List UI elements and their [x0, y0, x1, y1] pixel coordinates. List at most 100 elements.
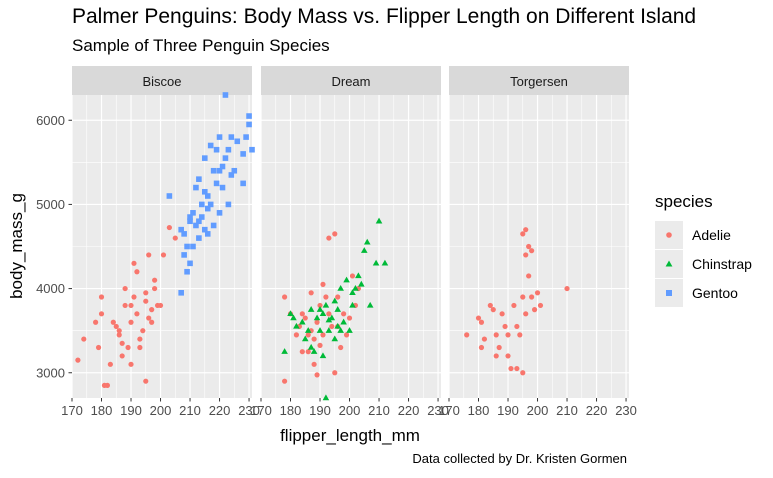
y-tick-label: 4000 — [36, 281, 65, 296]
data-point-gentoo — [219, 163, 226, 170]
data-point-adelie — [93, 319, 99, 325]
data-point-adelie — [487, 302, 493, 309]
data-point-adelie — [116, 328, 122, 334]
data-point-adelie — [508, 365, 514, 372]
data-point-gentoo — [166, 193, 173, 199]
legend-item-gentoo: Gentoo — [655, 278, 752, 307]
data-point-chinstrap — [307, 306, 315, 312]
data-point-gentoo — [216, 210, 223, 216]
circle-marker-icon — [655, 220, 683, 249]
data-point-chinstrap — [349, 301, 356, 308]
legend-item-chinstrap: Chinstrap — [655, 249, 752, 278]
data-point-gentoo — [225, 201, 232, 208]
data-point-adelie — [349, 273, 356, 279]
data-point-gentoo — [181, 252, 187, 258]
data-point-gentoo — [190, 243, 196, 250]
chart-subtitle: Sample of Three Penguin Species — [72, 36, 330, 55]
data-point-adelie — [326, 235, 332, 241]
data-point-adelie — [305, 349, 311, 355]
data-point-adelie — [110, 319, 116, 325]
data-point-adelie — [481, 336, 488, 342]
data-point-adelie — [529, 294, 535, 300]
data-point-gentoo — [222, 155, 229, 161]
data-point-chinstrap — [343, 276, 350, 283]
data-point-adelie — [329, 323, 335, 330]
data-point-chinstrap — [334, 322, 342, 329]
data-point-adelie — [116, 332, 122, 338]
data-point-chinstrap — [381, 259, 389, 266]
data-point-adelie — [529, 248, 535, 254]
data-point-adelie — [478, 344, 485, 351]
x-axis-title: flipper_length_mm — [280, 426, 420, 445]
data-point-gentoo — [231, 167, 238, 174]
data-point-adelie — [172, 235, 178, 241]
x-tick-label: 230 — [615, 403, 637, 418]
data-point-adelie — [311, 336, 317, 342]
data-point-gentoo — [213, 146, 220, 153]
data-point-chinstrap — [293, 322, 300, 329]
data-point-adelie — [314, 372, 320, 378]
data-point-gentoo — [240, 151, 246, 157]
x-tick-label: 190 — [309, 403, 331, 418]
data-point-chinstrap — [316, 327, 324, 333]
data-point-gentoo — [201, 155, 208, 161]
data-point-adelie — [343, 332, 350, 338]
data-point-adelie — [107, 361, 113, 367]
data-point-adelie — [338, 344, 344, 351]
facet-label-biscoe: Biscoe — [142, 74, 181, 89]
x-tick-label: 170 — [438, 403, 460, 418]
data-point-chinstrap — [313, 314, 321, 321]
data-point-adelie — [75, 357, 81, 363]
facet-strip-dream — [261, 66, 441, 95]
data-point-adelie — [299, 349, 305, 355]
data-point-gentoo — [201, 226, 208, 233]
y-tick-label: 5000 — [36, 197, 65, 212]
x-tick-label: 230 — [427, 403, 449, 418]
x-tick-label: 180 — [468, 403, 490, 418]
data-point-chinstrap — [325, 316, 333, 323]
data-point-adelie — [523, 252, 529, 258]
x-tick-label: 170 — [61, 403, 83, 418]
data-point-chinstrap — [281, 348, 288, 354]
square-marker-icon — [655, 278, 683, 307]
data-point-adelie — [317, 302, 323, 309]
x-tick-label: 200 — [150, 403, 172, 418]
data-point-adelie — [493, 332, 499, 338]
data-point-chinstrap — [372, 259, 380, 266]
data-point-adelie — [346, 315, 353, 321]
data-point-gentoo — [204, 231, 211, 237]
data-point-gentoo — [243, 134, 249, 140]
data-point-gentoo — [210, 222, 217, 229]
data-point-adelie — [511, 302, 517, 309]
data-point-adelie — [531, 307, 538, 313]
data-point-adelie — [140, 328, 146, 334]
data-point-adelie — [520, 231, 526, 237]
data-point-gentoo — [199, 214, 205, 220]
x-tick-label: 170 — [250, 403, 272, 418]
data-point-gentoo — [178, 226, 184, 233]
data-point-gentoo — [216, 167, 223, 174]
data-point-gentoo — [219, 184, 226, 191]
data-point-adelie — [143, 298, 149, 304]
x-tick-label: 220 — [398, 403, 420, 418]
data-point-chinstrap — [325, 327, 333, 333]
data-point-adelie — [131, 294, 137, 300]
data-point-adelie — [308, 290, 314, 296]
data-point-chinstrap — [331, 335, 339, 342]
data-point-adelie — [520, 370, 526, 376]
data-point-adelie — [137, 336, 143, 342]
data-point-gentoo — [184, 268, 190, 275]
data-point-chinstrap — [360, 247, 368, 253]
data-point-adelie — [496, 344, 502, 351]
data-point-chinstrap — [287, 310, 294, 317]
legend-label: Chinstrap — [692, 255, 752, 272]
data-point-gentoo — [193, 222, 199, 229]
data-point-adelie — [137, 344, 143, 351]
data-point-adelie — [326, 311, 332, 317]
data-point-adelie — [149, 307, 155, 313]
x-tick-label: 200 — [527, 403, 549, 418]
x-tick-label: 190 — [497, 403, 519, 418]
data-point-adelie — [323, 294, 329, 300]
data-point-adelie — [517, 332, 523, 338]
facet-label-torgersen: Torgersen — [510, 74, 568, 89]
